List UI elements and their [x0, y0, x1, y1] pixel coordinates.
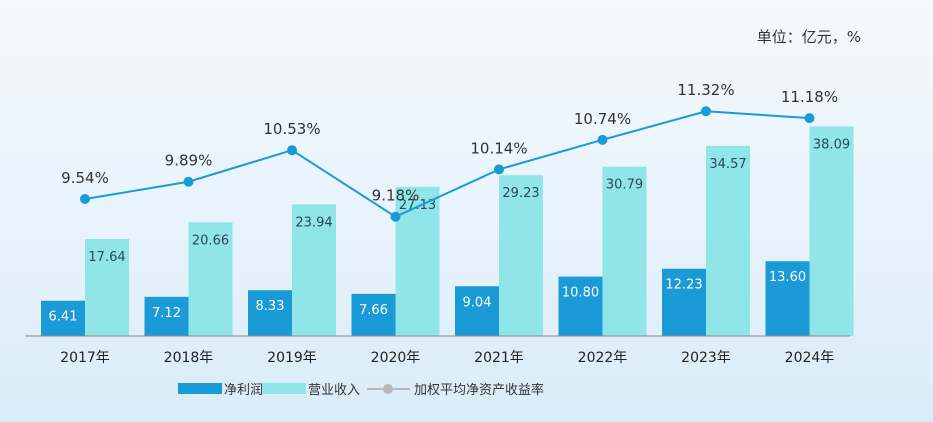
bar-revenue: [809, 126, 854, 336]
roe-label: 10.74%: [574, 110, 631, 128]
legend-swatch-net-profit: [178, 383, 222, 394]
legend-swatch-revenue: [262, 383, 306, 394]
bar-net-profit: [41, 300, 85, 336]
bars-layer: 17.646.4120.667.1223.948.3327.137.6629.2…: [41, 126, 854, 336]
category-label: 2023年: [681, 350, 731, 366]
bar-net-profit-label: 13.60: [769, 270, 806, 285]
roe-point: [390, 211, 401, 222]
bar-net-profit: [248, 290, 292, 336]
bar-revenue: [292, 204, 336, 336]
legend-label-revenue: 营业收入: [308, 383, 360, 398]
roe-label: 10.53%: [263, 120, 320, 138]
roe-point: [597, 134, 608, 145]
bar-net-profit-label: 7.66: [359, 303, 388, 318]
legend: 净利润 营业收入 加权平均净资产收益率: [178, 382, 544, 398]
bar-net-profit-label: 8.33: [256, 299, 285, 314]
roe-line-layer: 9.54% 9.89% 10.53% 9.18% 10.14% 10.74% 11.32% 1…: [61, 81, 838, 222]
legend-swatch-roe-point: [383, 384, 393, 394]
roe-label: 11.18%: [781, 88, 838, 106]
roe-label: 10.14%: [470, 139, 527, 157]
bar-revenue: [85, 238, 129, 336]
category-label: 2022年: [578, 350, 628, 366]
roe-line: [84, 110, 810, 218]
unit-label: 单位：亿元，%: [757, 28, 861, 46]
bar-revenue-label: 23.94: [295, 215, 332, 230]
category-label: 2021年: [474, 350, 524, 366]
roe-label: 11.32%: [677, 81, 734, 99]
bar-revenue-label: 29.23: [502, 186, 539, 201]
bar-revenue-label: 17.64: [88, 250, 125, 265]
roe-point: [494, 164, 504, 175]
bar-revenue: [499, 175, 543, 336]
category-label: 2019年: [267, 350, 317, 366]
bar-revenue: [706, 145, 750, 336]
roe-point: [287, 145, 297, 156]
category-label: 2020年: [371, 350, 421, 366]
bar-net-profit: [765, 261, 810, 336]
bar-net-profit-label: 12.23: [665, 278, 702, 293]
category-label: 2018年: [164, 350, 214, 366]
bar-revenue: [188, 222, 233, 336]
roe-point: [80, 194, 90, 204]
category-labels: 2017年 2018年 2019年 2020年 2021年 2022年 2023年 2024年: [60, 350, 834, 366]
bar-net-profit: [144, 296, 189, 336]
bar-revenue-label: 38.09: [813, 138, 850, 153]
roe-point: [183, 176, 194, 187]
bar-net-profit-label: 6.41: [49, 310, 78, 325]
bar-net-profit: [662, 268, 706, 336]
roe-label: 9.18%: [372, 187, 420, 205]
legend-label-roe: 加权平均净资产收益率: [414, 382, 544, 398]
bar-net-profit: [455, 286, 499, 336]
bar-revenue: [602, 166, 647, 336]
roe-point: [804, 113, 815, 124]
roe-label: 9.54%: [61, 169, 109, 187]
roe-label: 9.89%: [165, 152, 213, 170]
bar-net-profit: [351, 293, 396, 336]
category-label: 2024年: [785, 350, 835, 366]
roe-point: [701, 106, 711, 117]
bar-revenue: [395, 186, 440, 336]
bar-net-profit-label: 9.04: [463, 295, 492, 310]
bar-net-profit-label: 10.80: [562, 286, 599, 301]
legend-label-net-profit: 净利润: [224, 383, 263, 398]
bar-net-profit: [558, 276, 603, 336]
bar-revenue-label: 34.57: [709, 157, 746, 172]
category-label: 2017年: [60, 350, 110, 366]
bar-revenue-label: 30.79: [606, 178, 643, 193]
bar-net-profit-label: 7.12: [152, 306, 181, 321]
bar-revenue-label: 20.66: [192, 233, 229, 248]
